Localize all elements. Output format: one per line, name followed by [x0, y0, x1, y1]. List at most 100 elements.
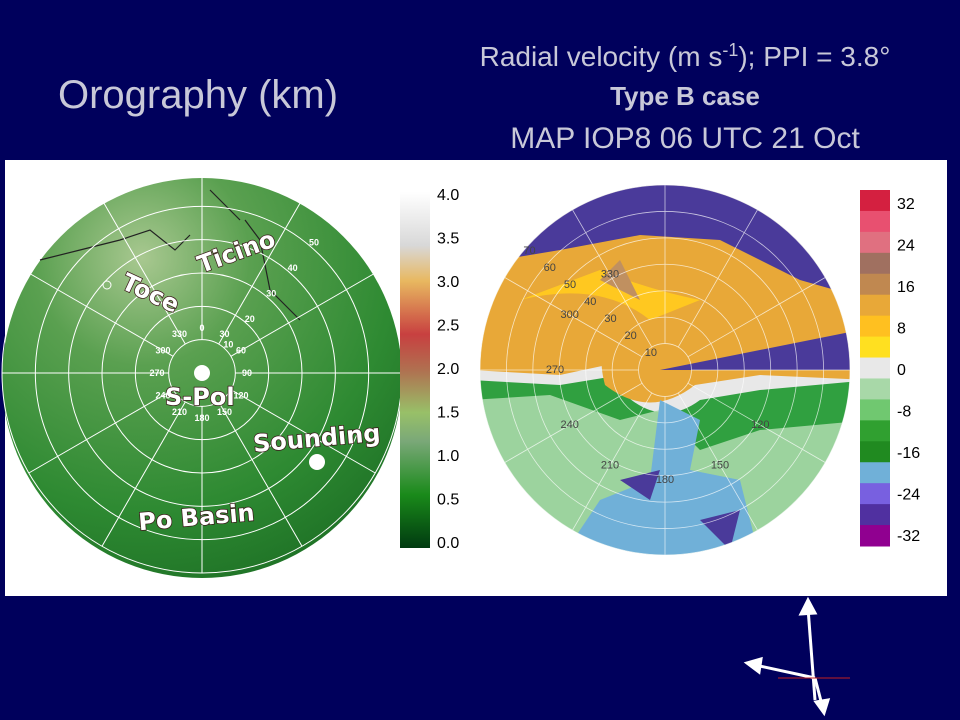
- colorbar-label: 24: [897, 238, 915, 255]
- azimuth-label: 270: [546, 364, 564, 376]
- spoke: [687, 277, 826, 358]
- range-label: 60: [544, 262, 556, 274]
- borders: [39, 189, 301, 321]
- colorbar-label: 3.0: [437, 274, 459, 291]
- spoke: [28, 272, 174, 357]
- colorbar-label: 16: [897, 279, 915, 296]
- colorbar-swatch: [860, 315, 890, 338]
- range-label: 20: [245, 314, 255, 324]
- azimuth-label: 330: [172, 329, 187, 339]
- colorbar-label: 1.0: [437, 448, 459, 465]
- azimuth-label: 270: [149, 368, 164, 378]
- sounding-dot: [309, 454, 325, 470]
- azimuth-label: 30: [219, 329, 229, 339]
- azimuth-label: 240: [156, 391, 171, 401]
- colorbar-label: 0.0: [437, 535, 459, 552]
- azimuth-label: 90: [242, 368, 252, 378]
- date: MAP IOP8 06 UTC 21 Oct: [510, 122, 860, 155]
- colorbar-swatch: [860, 525, 890, 547]
- azimuth-label: 180: [656, 474, 674, 486]
- range-label: 30: [266, 288, 276, 298]
- label-sounding: Sounding: [252, 419, 382, 458]
- range-label: 50: [564, 279, 576, 291]
- colorbar-swatch: [860, 399, 890, 421]
- colorbar-label: 2.0: [437, 361, 459, 378]
- spoke: [572, 392, 653, 531]
- colorbar-swatch: [860, 483, 890, 505]
- range-label: 70: [523, 245, 535, 257]
- spoke: [101, 401, 186, 547]
- case: Type B case: [610, 81, 760, 111]
- label-spol: S-Pol: [165, 383, 235, 411]
- colorbar-label: -16: [897, 445, 920, 462]
- range-label: 50: [309, 237, 319, 247]
- colorbar-label: -8: [897, 404, 911, 421]
- colorbar-label: 3.5: [437, 231, 459, 248]
- range-label: 10: [645, 347, 657, 359]
- wind-arrows: [743, 596, 831, 717]
- azimuth-label: 150: [217, 407, 232, 417]
- colorbar-label: 4.0: [437, 187, 459, 204]
- spoke: [504, 277, 643, 358]
- colorbar-swatch: [860, 420, 890, 442]
- colorbar-label: 0.5: [437, 492, 459, 509]
- colorbar-label: 0: [897, 362, 906, 379]
- colorbar-label: 8: [897, 321, 906, 338]
- spoke: [677, 209, 758, 348]
- colorbar-swatch: [860, 210, 890, 233]
- azimuth-label: 210: [601, 459, 619, 471]
- range-label: 60: [330, 212, 340, 222]
- spoke: [677, 392, 758, 531]
- colorbar-label: 32: [897, 196, 915, 213]
- colorbar-swatch: [860, 378, 890, 400]
- velocity-colorbar: [860, 190, 890, 547]
- colorbar-label: 1.5: [437, 405, 459, 422]
- spoke: [230, 389, 376, 474]
- range-rings: [1, 172, 403, 574]
- orography-colorbar: [400, 192, 430, 548]
- left-title: Orography (km): [58, 73, 338, 117]
- colorbar-swatch: [860, 441, 890, 463]
- azimuth-label: 60: [236, 346, 246, 356]
- azimuth-label: 0: [199, 323, 204, 333]
- colorbar-swatch: [860, 273, 890, 296]
- azimuth-label: 150: [711, 459, 729, 471]
- spoke: [218, 199, 303, 345]
- colorbar-label: 2.5: [437, 318, 459, 335]
- colorbar-swatch: [860, 294, 890, 317]
- site: [102, 280, 112, 290]
- range-label: 40: [288, 263, 298, 273]
- colorbar-label: -32: [897, 528, 920, 545]
- azimuth-label: 330: [601, 269, 619, 281]
- colorbar-swatch: [860, 336, 890, 359]
- azimuth-label: 240: [561, 419, 579, 431]
- colorbar-swatch: [860, 357, 890, 379]
- spoke: [28, 389, 174, 474]
- spoke: [572, 209, 653, 348]
- azimuth-label: 210: [172, 407, 187, 417]
- range-label: 30: [604, 313, 616, 325]
- azimuth-label: 120: [751, 419, 769, 431]
- spoke: [101, 199, 186, 345]
- colorbar-swatch: [860, 252, 890, 275]
- colorbar-swatch: [860, 231, 890, 254]
- velocity-rings: [479, 184, 851, 556]
- range-label: 10: [223, 339, 233, 349]
- azimuth-label: 300: [156, 346, 171, 356]
- azimuth-label: 120: [233, 391, 248, 401]
- spol-dot: [194, 365, 210, 381]
- azimuth-label: 300: [561, 309, 579, 321]
- range-label: 20: [625, 330, 637, 342]
- right-title: Radial velocity (m s-1); PPI = 3.8°: [480, 40, 891, 72]
- spoke: [230, 272, 376, 357]
- spoke: [687, 382, 826, 463]
- colorbar-swatch: [860, 190, 890, 212]
- spoke: [504, 382, 643, 463]
- colorbar-label: -24: [897, 487, 920, 504]
- colorbar-swatch: [860, 462, 890, 484]
- colorbar-swatch: [860, 504, 890, 526]
- range-label: 40: [584, 296, 596, 308]
- spoke: [218, 401, 303, 547]
- azimuth-label: 180: [194, 413, 209, 423]
